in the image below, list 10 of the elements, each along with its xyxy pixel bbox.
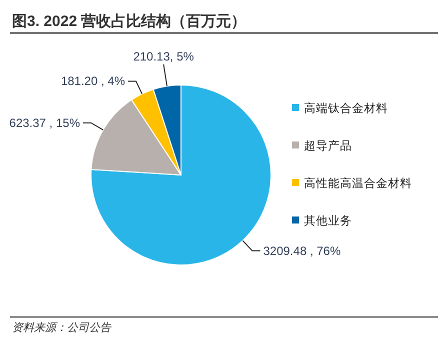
data-label: 181.20 , 4% — [60, 74, 126, 88]
chart-title: 图3. 2022 营收占比结构（百万元） — [12, 13, 246, 30]
text: 资料来源：公司公告 — [12, 321, 112, 334]
data-label: 623.37 , 15% — [9, 116, 80, 130]
legend-label: 高端钛合金材料 — [304, 101, 388, 115]
legend-label: 高性能高温合金材料 — [304, 176, 412, 190]
legend-label: 其他业务 — [304, 214, 352, 228]
data-label: 3209.48 , 76% — [263, 244, 341, 258]
legend-label: 超导产品 — [304, 138, 352, 152]
data-label: 210.13, 5% — [133, 49, 194, 64]
